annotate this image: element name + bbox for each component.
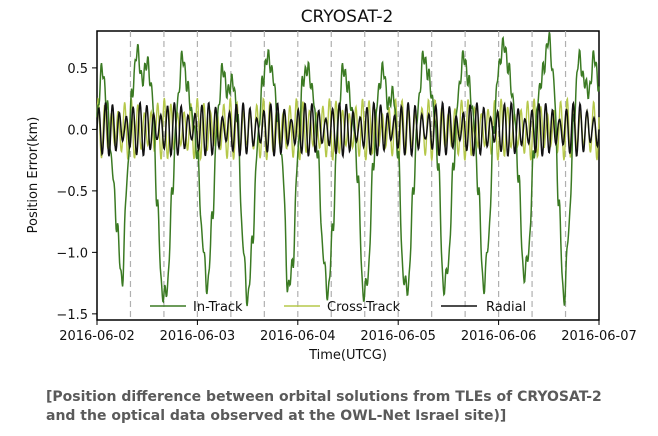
y-tick-label: −1.5 — [56, 308, 88, 323]
series-radial — [96, 100, 600, 160]
position-error-chart: CRYOSAT-2 0.50.0−0.5−1.0−1.5 2016-06-02 2… — [26, 7, 637, 363]
legend-in-track-label: In-Track — [193, 300, 243, 315]
y-tick-label: 0.0 — [67, 123, 88, 138]
x-axis-label: Time(UTCG) — [308, 348, 387, 363]
y-axis-label: Position Error(km) — [26, 117, 41, 234]
series-lines — [96, 32, 600, 307]
y-axis: 0.5 0.0 −0.5 −1.0 −1.5 — [56, 62, 97, 323]
plot-area — [96, 30, 600, 321]
legend-radial-label: Radial — [486, 300, 526, 315]
figure-caption: [Position difference between orbital sol… — [46, 388, 646, 426]
x-tick-label: 2016-06-07 — [561, 329, 637, 344]
chart-title: CRYOSAT-2 — [301, 7, 394, 27]
x-axis: 2016-06-02 2016-06-03 2016-06-04 2016-06-05… — [59, 320, 637, 344]
x-tick-label: 2016-06-05 — [360, 329, 436, 344]
y-tick-label: −0.5 — [56, 185, 88, 200]
x-tick-label: 2016-06-06 — [461, 329, 537, 344]
caption-line-1: [Position difference between orbital sol… — [46, 389, 602, 405]
caption-line-2: and the optical data observed at the OWL… — [46, 408, 507, 424]
series-in-track — [96, 32, 600, 307]
legend-cross-track-label: Cross-Track — [327, 300, 401, 315]
legend: In-Track Cross-Track Radial — [150, 300, 526, 315]
x-tick-label: 2016-06-03 — [160, 329, 236, 344]
y-tick-label: 0.5 — [67, 62, 88, 77]
x-tick-label: 2016-06-04 — [260, 329, 336, 344]
x-tick-label: 2016-06-02 — [59, 329, 135, 344]
y-tick-label: −1.0 — [56, 246, 88, 261]
